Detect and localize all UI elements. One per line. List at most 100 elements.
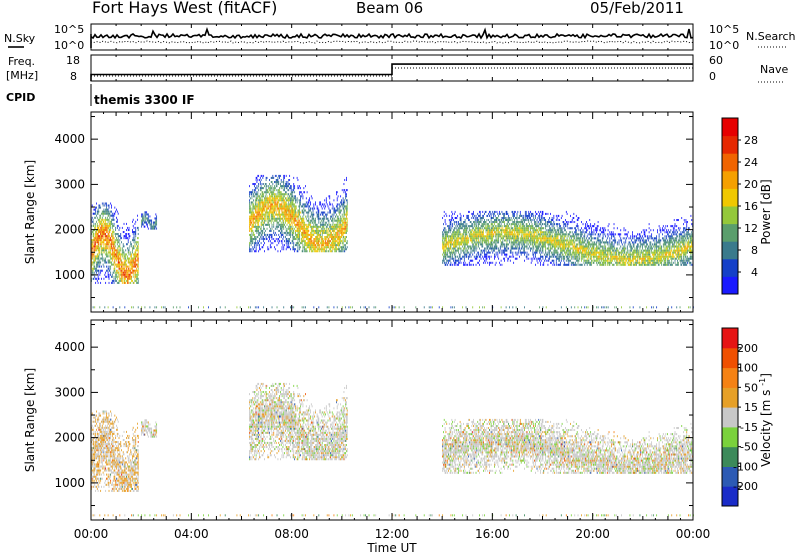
power-echo-cell bbox=[262, 231, 264, 234]
power-echo-cell bbox=[117, 261, 119, 264]
power-echo-cell bbox=[249, 242, 251, 245]
power-echo-cell bbox=[99, 220, 101, 223]
power-echo-cell bbox=[117, 281, 119, 284]
power-echo-cell bbox=[93, 265, 95, 268]
power-echo-cell bbox=[301, 236, 303, 239]
power-echo-cell bbox=[511, 241, 513, 244]
power-echo-cell bbox=[483, 235, 484, 238]
power-echo-cell bbox=[306, 205, 308, 208]
power-echo-cell bbox=[252, 213, 254, 216]
power-echo-cell bbox=[127, 255, 128, 258]
power-echo-cell bbox=[287, 207, 289, 210]
power-echo-cell bbox=[131, 261, 132, 264]
power-echo-cell bbox=[95, 235, 97, 238]
power-echo-cell bbox=[488, 243, 490, 246]
power-echo-cell bbox=[509, 235, 510, 238]
power-echo-cell bbox=[473, 245, 474, 248]
power-echo-cell bbox=[286, 231, 288, 234]
power-echo-cell bbox=[504, 225, 505, 228]
power-echo-cell bbox=[92, 271, 94, 274]
power-echo-cell bbox=[344, 179, 346, 182]
power-echo-cell bbox=[257, 195, 259, 198]
power-echo-cell bbox=[92, 218, 94, 221]
power-echo-cell bbox=[280, 183, 281, 186]
power-echo-cell bbox=[254, 250, 256, 253]
power-echo-cell bbox=[270, 211, 272, 214]
power-echo-cell bbox=[485, 227, 487, 230]
power-echo-cell bbox=[278, 225, 280, 228]
power-echo-cell bbox=[125, 265, 127, 268]
power-echo-cell bbox=[97, 237, 99, 240]
power-echo-cell bbox=[480, 217, 482, 220]
power-echo-cell bbox=[137, 257, 139, 260]
power-echo-cell bbox=[99, 253, 101, 256]
power-echo-cell bbox=[325, 221, 326, 224]
power-echo-cell bbox=[152, 223, 154, 226]
power-echo-cell bbox=[342, 199, 344, 202]
power-echo-cell bbox=[257, 193, 259, 196]
power-echo-cell bbox=[258, 195, 260, 198]
power-echo-cell bbox=[443, 237, 444, 240]
power-echo-cell bbox=[329, 229, 331, 232]
power-echo-cell bbox=[256, 185, 258, 188]
power-echo-cell bbox=[108, 273, 110, 276]
power-echo-cell bbox=[477, 261, 479, 264]
power-echo-cell bbox=[320, 236, 322, 239]
power-echo-cell bbox=[278, 183, 280, 186]
power-echo-cell bbox=[458, 229, 459, 232]
power-echo-cell bbox=[113, 224, 115, 227]
power-echo-cell bbox=[280, 197, 281, 200]
power-echo-cell bbox=[262, 219, 264, 222]
power-echo-cell bbox=[309, 244, 311, 247]
power-echo-cell bbox=[292, 219, 294, 222]
power-echo-cell bbox=[132, 259, 133, 262]
power-echo-cell bbox=[442, 247, 444, 250]
power-echo-cell bbox=[311, 215, 313, 218]
power-echo-cell bbox=[287, 195, 289, 198]
power-echo-cell bbox=[489, 227, 490, 230]
power-echo-cell bbox=[116, 208, 117, 211]
power-echo-cell bbox=[100, 231, 102, 234]
power-echo-cell bbox=[340, 221, 342, 224]
power-echo-cell bbox=[339, 209, 341, 212]
power-echo-cell bbox=[341, 199, 342, 202]
power-echo-cell bbox=[513, 214, 515, 217]
power-echo-cell bbox=[498, 229, 500, 232]
power-echo-cell bbox=[261, 221, 263, 224]
power-echo-cell bbox=[307, 227, 309, 230]
power-echo-cell bbox=[128, 273, 130, 276]
power-echo-cell bbox=[265, 203, 267, 206]
power-echo-cell bbox=[152, 225, 153, 228]
power-echo-cell bbox=[498, 235, 500, 238]
power-echo-cell bbox=[96, 265, 98, 268]
power-echo-cell bbox=[137, 247, 138, 250]
power-echo-cell bbox=[504, 231, 505, 234]
power-echo-cell bbox=[290, 213, 291, 216]
power-echo-cell bbox=[346, 203, 348, 206]
power-echo-cell bbox=[343, 209, 345, 212]
power-echo-cell bbox=[96, 279, 98, 282]
power-echo-cell bbox=[109, 222, 111, 225]
power-echo-cell bbox=[278, 207, 280, 210]
power-echo-cell bbox=[478, 243, 479, 246]
power-echo-cell bbox=[316, 207, 318, 210]
power-echo-cell bbox=[116, 243, 118, 246]
power-echo-cell bbox=[105, 235, 107, 238]
power-echo-cell bbox=[257, 215, 259, 218]
power-echo-cell bbox=[513, 221, 515, 224]
power-echo-cell bbox=[123, 245, 125, 248]
power-echo-cell bbox=[500, 229, 502, 232]
power-echo-cell bbox=[468, 239, 469, 242]
power-echo-cell bbox=[260, 238, 262, 241]
power-echo-cell bbox=[326, 242, 328, 245]
power-echo-cell bbox=[343, 240, 345, 243]
power-echo-cell bbox=[96, 247, 97, 250]
power-echo-cell bbox=[127, 226, 128, 229]
power-echo-cell bbox=[258, 203, 260, 206]
power-echo-cell bbox=[108, 231, 110, 234]
power-echo-cell bbox=[310, 233, 311, 236]
power-echo-cell bbox=[474, 223, 476, 226]
power-echo-cell bbox=[255, 195, 257, 198]
power-echo-cell bbox=[290, 199, 291, 202]
power-echo-cell bbox=[111, 214, 113, 217]
